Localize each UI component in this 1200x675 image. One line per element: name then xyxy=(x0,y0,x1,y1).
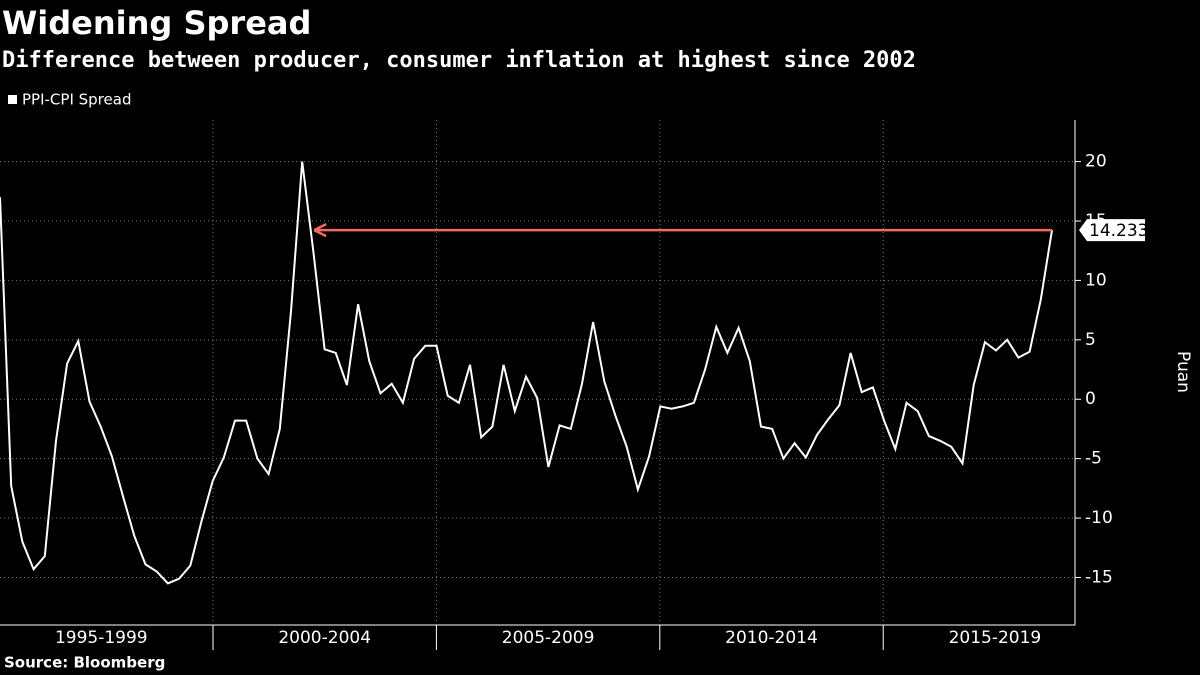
y-axis-label: Puan xyxy=(1173,351,1193,393)
x-tick-label: 2010-2014 xyxy=(725,628,818,648)
y-tick-label: -10 xyxy=(1085,508,1113,528)
y-tick-label: 0 xyxy=(1085,389,1096,409)
y-tick-label: -5 xyxy=(1085,449,1102,469)
chart-subtitle: Difference between producer, consumer in… xyxy=(2,48,916,73)
legend-swatch xyxy=(8,95,17,104)
value-label-box xyxy=(1079,219,1145,242)
y-tick-label: 5 xyxy=(1085,330,1096,350)
chart-title: Widening Spread xyxy=(2,4,311,42)
y-tick-label: -15 xyxy=(1085,567,1113,587)
legend-label: PPI-CPI Spread xyxy=(22,91,131,109)
x-tick-label: 2015-2019 xyxy=(949,628,1042,648)
y-tick-label: 10 xyxy=(1085,270,1107,290)
source: Source: Bloomberg xyxy=(4,654,165,672)
y-tick-label: 20 xyxy=(1085,152,1107,172)
annotation-arrowhead xyxy=(313,222,327,238)
value-label: 14.2336 xyxy=(1089,221,1159,241)
x-tick-label: 2005-2009 xyxy=(502,628,595,648)
x-tick-label: 2000-2004 xyxy=(278,628,371,648)
x-tick-label: 1995-1999 xyxy=(55,628,148,648)
data-line xyxy=(0,161,1053,585)
